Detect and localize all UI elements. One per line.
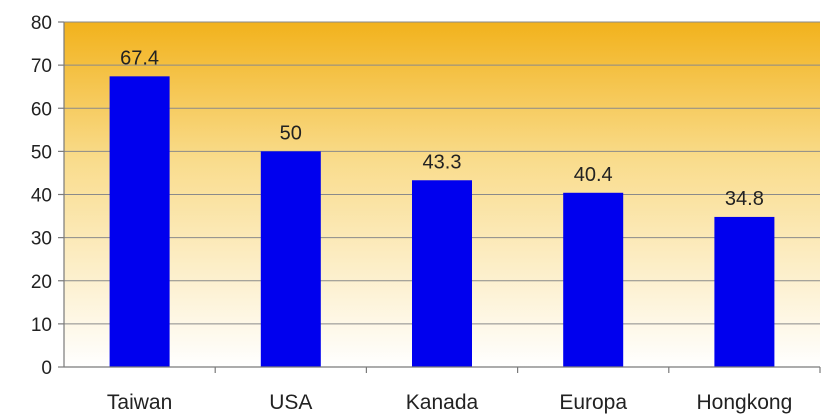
x-category-label: Europa (559, 391, 627, 414)
x-category-label: USA (269, 391, 312, 414)
data-label-kanada: 43.3 (423, 151, 462, 173)
y-tick-label: 20 (31, 272, 52, 293)
bar-hongkong (714, 216, 775, 367)
bar-taiwan (109, 76, 170, 368)
x-category-label: Kanada (406, 391, 479, 414)
y-tick-label: 70 (31, 56, 52, 77)
y-tick-label: 30 (31, 229, 52, 250)
y-tick-label: 50 (31, 142, 52, 163)
x-category-label: Taiwan (107, 391, 172, 414)
y-tick-label: 0 (41, 358, 52, 379)
y-tick-label: 10 (31, 315, 52, 336)
bar-kanada (412, 180, 472, 367)
x-category-label: Hongkong (697, 391, 793, 414)
y-tick-label: 60 (31, 99, 52, 120)
data-label-europa: 40.4 (574, 164, 613, 186)
bar-usa (260, 151, 321, 367)
data-label-hongkong: 34.8 (725, 188, 764, 210)
bar-europa (563, 192, 624, 367)
y-tick-label: 80 (31, 13, 52, 34)
y-tick-label: 40 (31, 186, 52, 207)
data-label-usa: 50 (280, 122, 302, 144)
data-label-taiwan: 67.4 (120, 47, 159, 69)
